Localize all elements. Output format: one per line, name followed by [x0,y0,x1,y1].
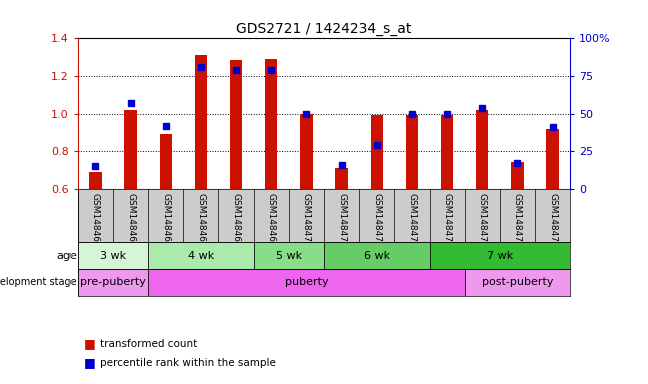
Text: GSM148468: GSM148468 [231,193,240,248]
Bar [89,172,102,189]
Bar [159,134,172,189]
Bar [300,114,312,189]
Title: GDS2721 / 1424234_s_at: GDS2721 / 1424234_s_at [237,22,411,36]
Text: GSM148473: GSM148473 [408,193,417,248]
Bar [148,242,253,269]
Bar [124,110,137,189]
Bar [324,242,430,269]
Text: GSM148469: GSM148469 [267,193,276,248]
Text: age: age [56,251,77,261]
Text: 3 wk: 3 wk [100,251,126,261]
Text: GSM148474: GSM148474 [443,193,452,248]
Text: 4 wk: 4 wk [188,251,214,261]
Text: transformed count: transformed count [100,339,198,349]
Bar [476,110,489,189]
Bar [465,269,570,296]
Bar [336,168,348,189]
Bar [406,116,418,189]
Text: ■: ■ [84,337,96,350]
Bar [78,269,148,296]
Text: GSM148465: GSM148465 [126,193,135,248]
Bar [371,116,383,189]
Bar [194,55,207,189]
Text: 6 wk: 6 wk [364,251,390,261]
Text: 7 wk: 7 wk [487,251,513,261]
Text: GSM148476: GSM148476 [513,193,522,248]
Text: GSM148464: GSM148464 [91,193,100,248]
Bar [78,242,148,269]
Text: ■: ■ [84,356,96,369]
Text: GSM148475: GSM148475 [478,193,487,248]
Text: 5 wk: 5 wk [276,251,302,261]
Text: GSM148466: GSM148466 [161,193,170,248]
Text: post-puberty: post-puberty [481,277,553,287]
Text: pre-puberty: pre-puberty [80,277,146,287]
Bar [441,116,453,189]
Text: puberty: puberty [284,277,329,287]
Text: GSM148471: GSM148471 [337,193,346,248]
Bar [253,242,324,269]
Bar [265,59,277,189]
Bar [511,162,524,189]
Text: percentile rank within the sample: percentile rank within the sample [100,358,276,368]
Bar [230,60,242,189]
Bar [546,129,559,189]
Text: GSM148467: GSM148467 [196,193,205,248]
Bar [430,242,570,269]
Text: GSM148472: GSM148472 [372,193,381,248]
Bar [148,269,465,296]
Text: development stage: development stage [0,277,77,287]
Text: GSM148470: GSM148470 [302,193,311,248]
Text: GSM148477: GSM148477 [548,193,557,248]
